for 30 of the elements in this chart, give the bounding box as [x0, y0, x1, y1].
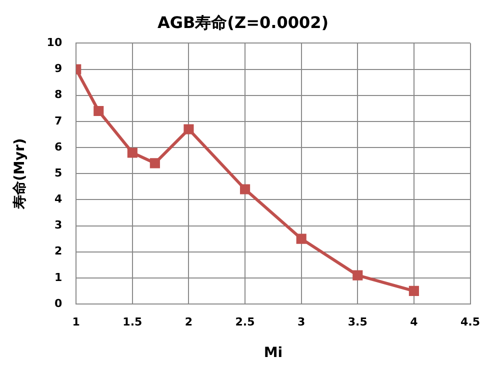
point: [94, 106, 104, 116]
point: [240, 184, 250, 194]
y-tick-label: 10: [46, 36, 62, 50]
point: [127, 148, 138, 158]
y-tick-label: 8: [54, 88, 62, 102]
point: [150, 158, 160, 168]
y-tick-label: 0: [54, 296, 62, 310]
chart-title: AGB寿命(Z=0.0002): [157, 12, 329, 32]
y-tick-label: 2: [54, 244, 62, 258]
y-axis-title: 寿命(Myr): [12, 138, 28, 210]
x-axis-title: Mi: [264, 345, 283, 362]
x-tick-label: 1.5: [122, 315, 142, 328]
x-tick-label: 2.5: [235, 315, 255, 328]
y-tick-label: 3: [54, 218, 62, 232]
y-tick-label: 9: [54, 62, 62, 76]
point: [184, 124, 194, 134]
point: [408, 286, 419, 296]
x-tick-label: 3.5: [348, 315, 368, 328]
x-tick-label: 4.5: [460, 315, 480, 328]
y-tick-label: 7: [54, 114, 62, 128]
y-tick-label: 6: [54, 140, 62, 154]
x-tick-label: 2: [184, 315, 193, 328]
y-tick-label: 5: [54, 166, 62, 180]
x-tick-label: 3: [298, 315, 306, 328]
y-tick-label: 1: [54, 270, 62, 284]
point: [296, 234, 306, 244]
x-tick-label: 4: [410, 315, 418, 328]
y-tick-label: 4: [54, 192, 62, 206]
x-tick-label: 1: [72, 315, 80, 328]
point: [352, 270, 363, 280]
